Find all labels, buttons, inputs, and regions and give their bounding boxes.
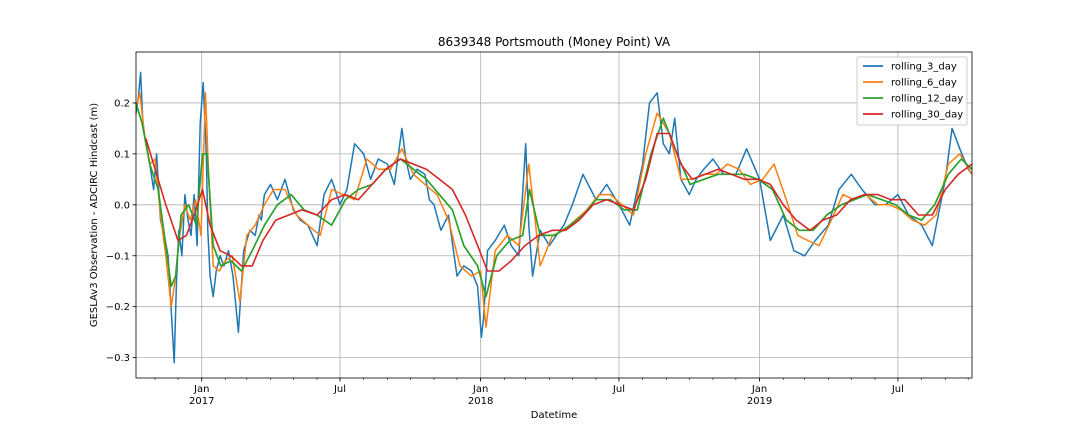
x-tick-year-label: 2018 [468, 396, 493, 407]
y-axis-label: GESLAv3 Observation - ADCIRC Hindcast (m… [89, 103, 100, 327]
y-tick-label: −0.2 [106, 302, 130, 313]
legend: rolling_3_day rolling_6_day rolling_12_day… [856, 56, 968, 126]
plot-frame [135, 51, 973, 379]
y-tick-label: 0.1 [114, 149, 130, 160]
y-tick-label: −0.3 [106, 353, 130, 364]
series-line-rolling-3-day [135, 71, 973, 364]
legend-box [856, 56, 968, 126]
legend-label: rolling_12_day [891, 94, 963, 105]
series-lines [135, 71, 973, 364]
x-tick-label: Jul [891, 384, 904, 395]
x-tick-year-label: 2019 [747, 396, 772, 407]
legend-label: rolling_6_day [891, 78, 957, 89]
x-tick-year-label: 2017 [189, 396, 214, 407]
series-line-rolling-6-day [135, 92, 973, 328]
legend-label: rolling_30_day [891, 110, 963, 121]
x-tick-label: Jan [193, 384, 209, 395]
y-axis-ticks: −0.3 −0.2 −0.1 0.0 0.1 0.2 [106, 98, 136, 364]
legend-label: rolling_3_day [891, 62, 957, 73]
grid [136, 52, 972, 378]
x-axis-label: Datetime [531, 410, 578, 421]
x-tick-label: Jan [751, 384, 767, 395]
series-line-rolling-30-day [145, 132, 973, 272]
y-tick-label: 0.0 [114, 200, 130, 211]
x-tick-label: Jul [333, 384, 346, 395]
x-tick-label: Jul [612, 384, 625, 395]
y-tick-label: −0.1 [106, 251, 130, 262]
x-tick-label: Jan [472, 384, 488, 395]
chart-title: 8639348 Portsmouth (Money Point) VA [438, 35, 671, 49]
y-tick-label: 0.2 [114, 98, 130, 109]
